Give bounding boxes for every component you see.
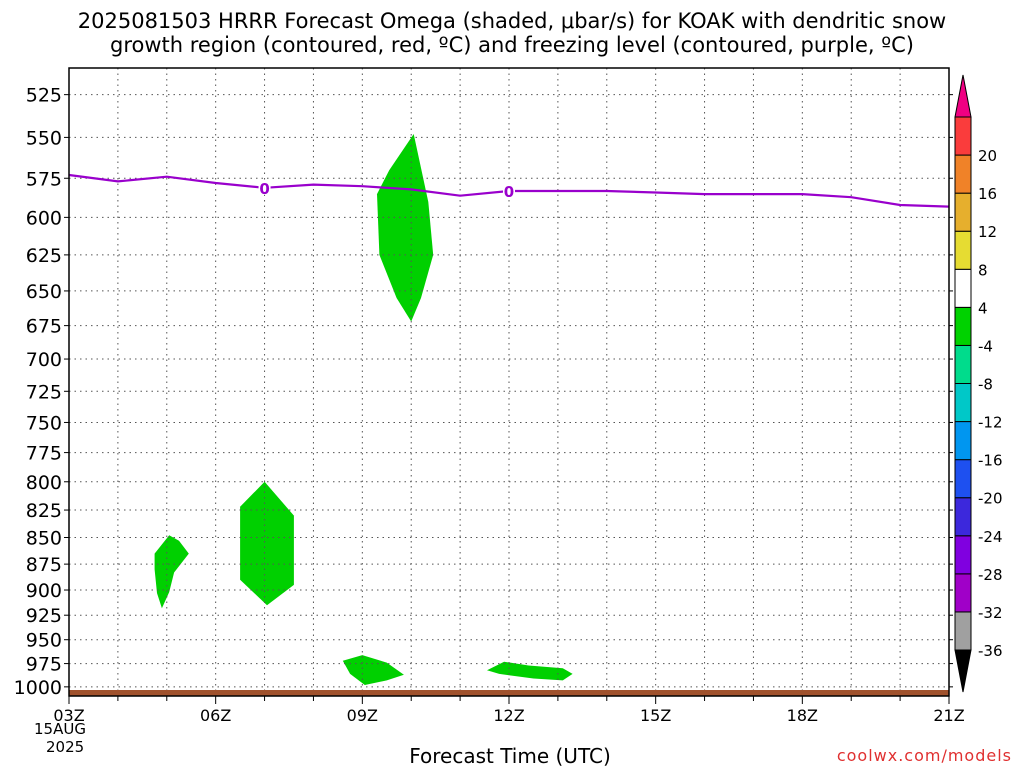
omega-regions xyxy=(154,134,573,685)
x-tick-label: 03Z xyxy=(53,706,84,725)
chart-title-line-2: growth region (contoured, red, ºC) and f… xyxy=(110,33,914,57)
y-axis: 525 550 575 600 625 650 675 700 725 750 775 800 825 8… xyxy=(14,85,953,699)
freezing-level-label: 0 xyxy=(259,180,269,198)
chart-title-line-1: 2025081503 HRRR Forecast Omega (shaded, … xyxy=(77,9,947,33)
freezing-level-label-bg xyxy=(503,182,515,198)
omega-region-2 xyxy=(154,535,189,609)
colorbar-box xyxy=(954,306,972,346)
y-tick-label: 550 xyxy=(26,127,62,149)
x-tick-label: 15Z xyxy=(640,706,671,725)
colorbar-label: -12 xyxy=(978,414,1003,432)
freezing-level-label: 0 xyxy=(504,183,514,201)
colorbar-box xyxy=(954,535,972,575)
y-tick-label: 750 xyxy=(26,412,62,434)
date-day-label: 15AUG xyxy=(34,720,86,738)
colorbar-label: -4 xyxy=(978,337,993,355)
y-tick-label: 800 xyxy=(26,472,62,494)
surface-bar xyxy=(69,690,949,696)
y-tick-label: 700 xyxy=(26,349,62,371)
x-axis-title: Forecast Time (UTC) xyxy=(409,744,611,768)
colorbar-box xyxy=(954,192,972,232)
colorbar-label: -8 xyxy=(978,376,993,394)
colorbar-label: -20 xyxy=(978,490,1003,508)
y-tick-label: 625 xyxy=(26,245,62,267)
colorbar-box xyxy=(954,154,972,194)
freezing-level-label-bg xyxy=(258,179,271,195)
grid xyxy=(69,68,949,696)
x-tick-label: 12Z xyxy=(493,706,524,725)
x-tick-label: 09Z xyxy=(347,706,378,725)
y-tick-label: 650 xyxy=(26,281,62,303)
colorbar-label: -24 xyxy=(978,528,1003,546)
omega-region-4 xyxy=(342,655,404,685)
x-tick-label: 06Z xyxy=(200,706,231,725)
omega-region-5 xyxy=(487,661,573,681)
colorbar-box xyxy=(954,497,972,537)
x-tick-label: 18Z xyxy=(787,706,818,725)
y-tick-label: 675 xyxy=(26,316,62,338)
y-tick-label: 575 xyxy=(26,168,62,190)
colorbar-box xyxy=(954,383,972,423)
colorbar-box xyxy=(954,459,972,499)
y-tick-label: 975 xyxy=(26,654,62,676)
colorbar-box xyxy=(954,268,972,308)
x-tick-label: 21Z xyxy=(933,706,964,725)
colorbar-box xyxy=(954,611,972,651)
y-tick-label: 600 xyxy=(26,207,62,229)
y-tick-label: 875 xyxy=(26,554,62,576)
colorbar-label: -32 xyxy=(978,604,1003,622)
colorbar-label: -36 xyxy=(978,642,1003,660)
y-tick-label: 850 xyxy=(26,527,62,549)
y-tick-label: 950 xyxy=(26,630,62,652)
x-axis: 03Z 06Z 09Z 12Z 15Z 18Z 21Z xyxy=(53,696,965,725)
colorbar-box xyxy=(954,230,972,270)
colorbar-box xyxy=(954,116,972,156)
colorbar-box xyxy=(954,421,972,461)
y-tick-label: 725 xyxy=(26,381,62,403)
colorbar-label: -16 xyxy=(978,452,1003,470)
colorbar-label: 4 xyxy=(978,299,988,317)
colorbar-above-triangle xyxy=(954,74,972,118)
colorbar-label: 8 xyxy=(978,261,988,279)
watermark: coolwx.com/models xyxy=(836,746,1012,765)
date-year-label: 2025 xyxy=(46,738,85,756)
colorbar-label: 12 xyxy=(978,223,997,241)
omega-region-1 xyxy=(377,134,434,322)
colorbar-box xyxy=(954,344,972,384)
colorbar: -36 -32 -28 -24 -20 -16 -12 -8 -4 4 8 12 16 20 xyxy=(954,74,1003,693)
colorbar-label: -28 xyxy=(978,566,1003,584)
y-tick-label: 775 xyxy=(26,443,62,465)
colorbar-below-triangle xyxy=(954,649,972,693)
y-tick-label: 925 xyxy=(26,605,62,627)
y-tick-label: 900 xyxy=(26,580,62,602)
omega-region-3 xyxy=(240,481,294,606)
y-tick-label: 525 xyxy=(26,85,62,107)
colorbar-label: 16 xyxy=(978,185,997,203)
colorbar-box xyxy=(954,573,972,613)
colorbar-label: 20 xyxy=(978,147,997,165)
y-tick-label: 825 xyxy=(26,500,62,522)
y-tick-label: 1000 xyxy=(14,677,62,699)
